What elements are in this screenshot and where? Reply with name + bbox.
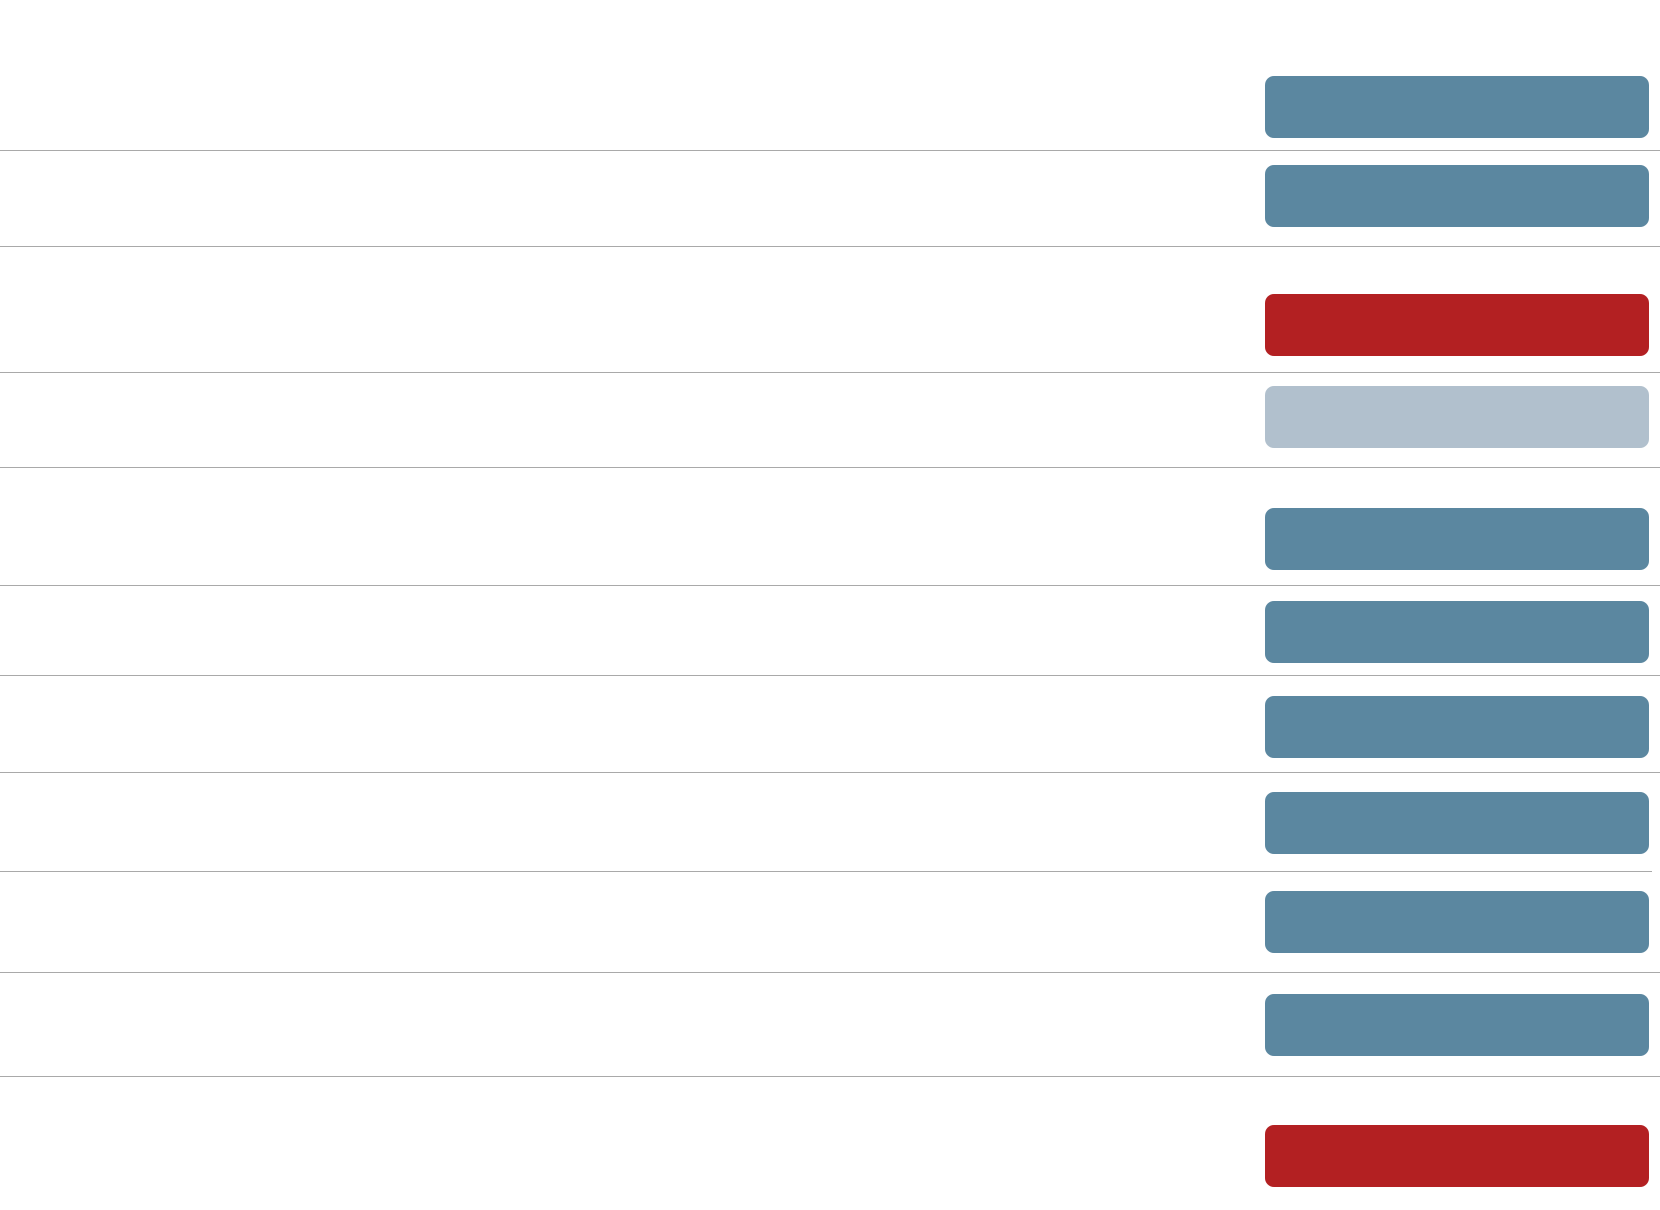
row-divider	[0, 150, 1660, 151]
action-button[interactable]	[1265, 165, 1649, 227]
row-divider	[0, 585, 1660, 586]
row-divider	[0, 675, 1660, 676]
row-divider	[0, 372, 1660, 373]
row-divider	[0, 467, 1660, 468]
action-button[interactable]	[1265, 601, 1649, 663]
row-divider	[0, 1076, 1660, 1077]
action-button[interactable]	[1265, 1125, 1649, 1187]
action-button[interactable]	[1265, 294, 1649, 356]
action-button[interactable]	[1265, 76, 1649, 138]
row-divider	[0, 871, 1652, 872]
action-button[interactable]	[1265, 994, 1649, 1056]
action-button[interactable]	[1265, 792, 1649, 854]
action-button[interactable]	[1265, 696, 1649, 758]
action-button[interactable]	[1265, 508, 1649, 570]
row-divider	[0, 772, 1660, 773]
row-divider	[0, 972, 1660, 973]
disabled-button	[1265, 386, 1649, 448]
row-divider	[0, 246, 1660, 247]
action-button[interactable]	[1265, 891, 1649, 953]
